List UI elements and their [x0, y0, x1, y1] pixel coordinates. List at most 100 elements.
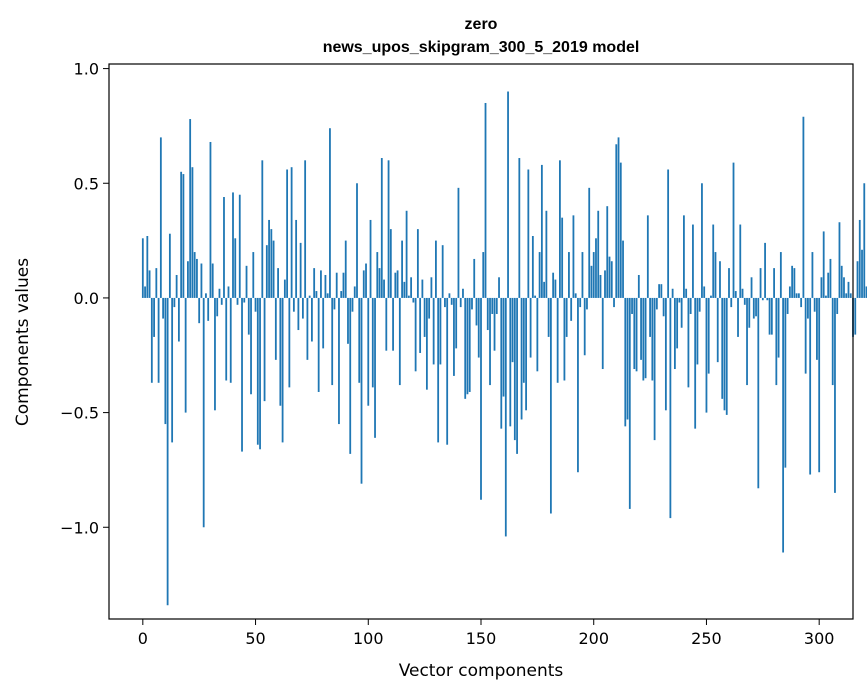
bar [504, 297, 507, 537]
bar [518, 158, 521, 298]
bar [241, 297, 243, 452]
bar [838, 222, 841, 298]
bar [734, 291, 737, 298]
bar [791, 265, 794, 298]
bar [633, 297, 636, 370]
y-tick-label: −0.5 [60, 404, 99, 423]
bar [664, 297, 667, 411]
bar [694, 297, 697, 429]
bar [793, 268, 796, 298]
bar [211, 263, 214, 298]
bar [606, 206, 609, 298]
bar [556, 297, 559, 383]
bar [144, 286, 146, 298]
bar [696, 297, 699, 365]
bar [513, 297, 516, 441]
bar [750, 277, 753, 298]
bar [234, 238, 237, 298]
bar [236, 297, 239, 305]
bar [581, 252, 584, 298]
bar [157, 297, 160, 383]
bar [356, 183, 358, 298]
bar [863, 183, 866, 298]
bar [613, 297, 615, 308]
bar [173, 297, 176, 308]
bar [755, 297, 757, 317]
bar [741, 288, 744, 298]
bar [326, 293, 329, 298]
bar [579, 297, 582, 308]
bar [398, 297, 401, 386]
bar [737, 297, 739, 337]
bar [457, 187, 460, 298]
bar [725, 297, 728, 415]
bar [486, 297, 489, 331]
x-tick-label: 150 [466, 629, 497, 648]
bar [599, 274, 602, 298]
bar [834, 297, 836, 493]
bar [437, 297, 440, 443]
bar [728, 268, 730, 298]
bar [714, 252, 717, 298]
bar [495, 297, 498, 314]
bar [667, 169, 670, 298]
bar [788, 286, 791, 298]
bar [283, 279, 286, 298]
bar [739, 224, 742, 298]
bar [425, 297, 428, 390]
bar [369, 219, 372, 298]
bar [748, 297, 751, 328]
bar [259, 297, 261, 450]
bar [193, 252, 196, 298]
bar [640, 297, 642, 360]
bar [545, 210, 548, 298]
bar [619, 162, 622, 298]
bar [820, 277, 823, 298]
bar [385, 297, 388, 351]
bar [561, 217, 564, 298]
bar [732, 162, 735, 298]
bar [288, 297, 291, 388]
bar [254, 297, 257, 312]
bar [746, 297, 748, 386]
bar [252, 252, 255, 298]
bar [189, 119, 192, 298]
bar [419, 297, 422, 353]
bar [847, 281, 850, 298]
bar [590, 265, 593, 298]
bar [689, 297, 692, 314]
bar [845, 293, 848, 298]
bar [547, 297, 550, 337]
chart-subtitle: news_upos_skipgram_300_5_2019 model [323, 39, 640, 56]
bar [245, 265, 248, 298]
bar [218, 288, 221, 298]
x-tick-label: 300 [804, 629, 835, 648]
bar [268, 219, 270, 298]
y-tick-label: −1.0 [60, 518, 99, 537]
bar [493, 297, 496, 351]
bar [272, 240, 275, 298]
bar [389, 229, 392, 298]
y-tick-label: 0.5 [74, 174, 99, 193]
bar [822, 231, 825, 298]
bar [232, 192, 234, 298]
bar [304, 160, 307, 298]
bar [491, 297, 494, 314]
bar [595, 238, 597, 298]
bar [861, 249, 863, 298]
bar [335, 272, 338, 298]
bar [225, 297, 228, 381]
bar [552, 272, 555, 298]
bar [531, 236, 534, 298]
bar [610, 261, 613, 298]
bar [358, 297, 361, 383]
bar [705, 297, 708, 413]
bar [403, 281, 406, 298]
bar [858, 219, 861, 298]
bar [827, 272, 830, 298]
bar [608, 256, 611, 298]
bar [423, 297, 426, 337]
bar [635, 297, 638, 372]
bar [797, 293, 800, 298]
bar [353, 286, 356, 298]
